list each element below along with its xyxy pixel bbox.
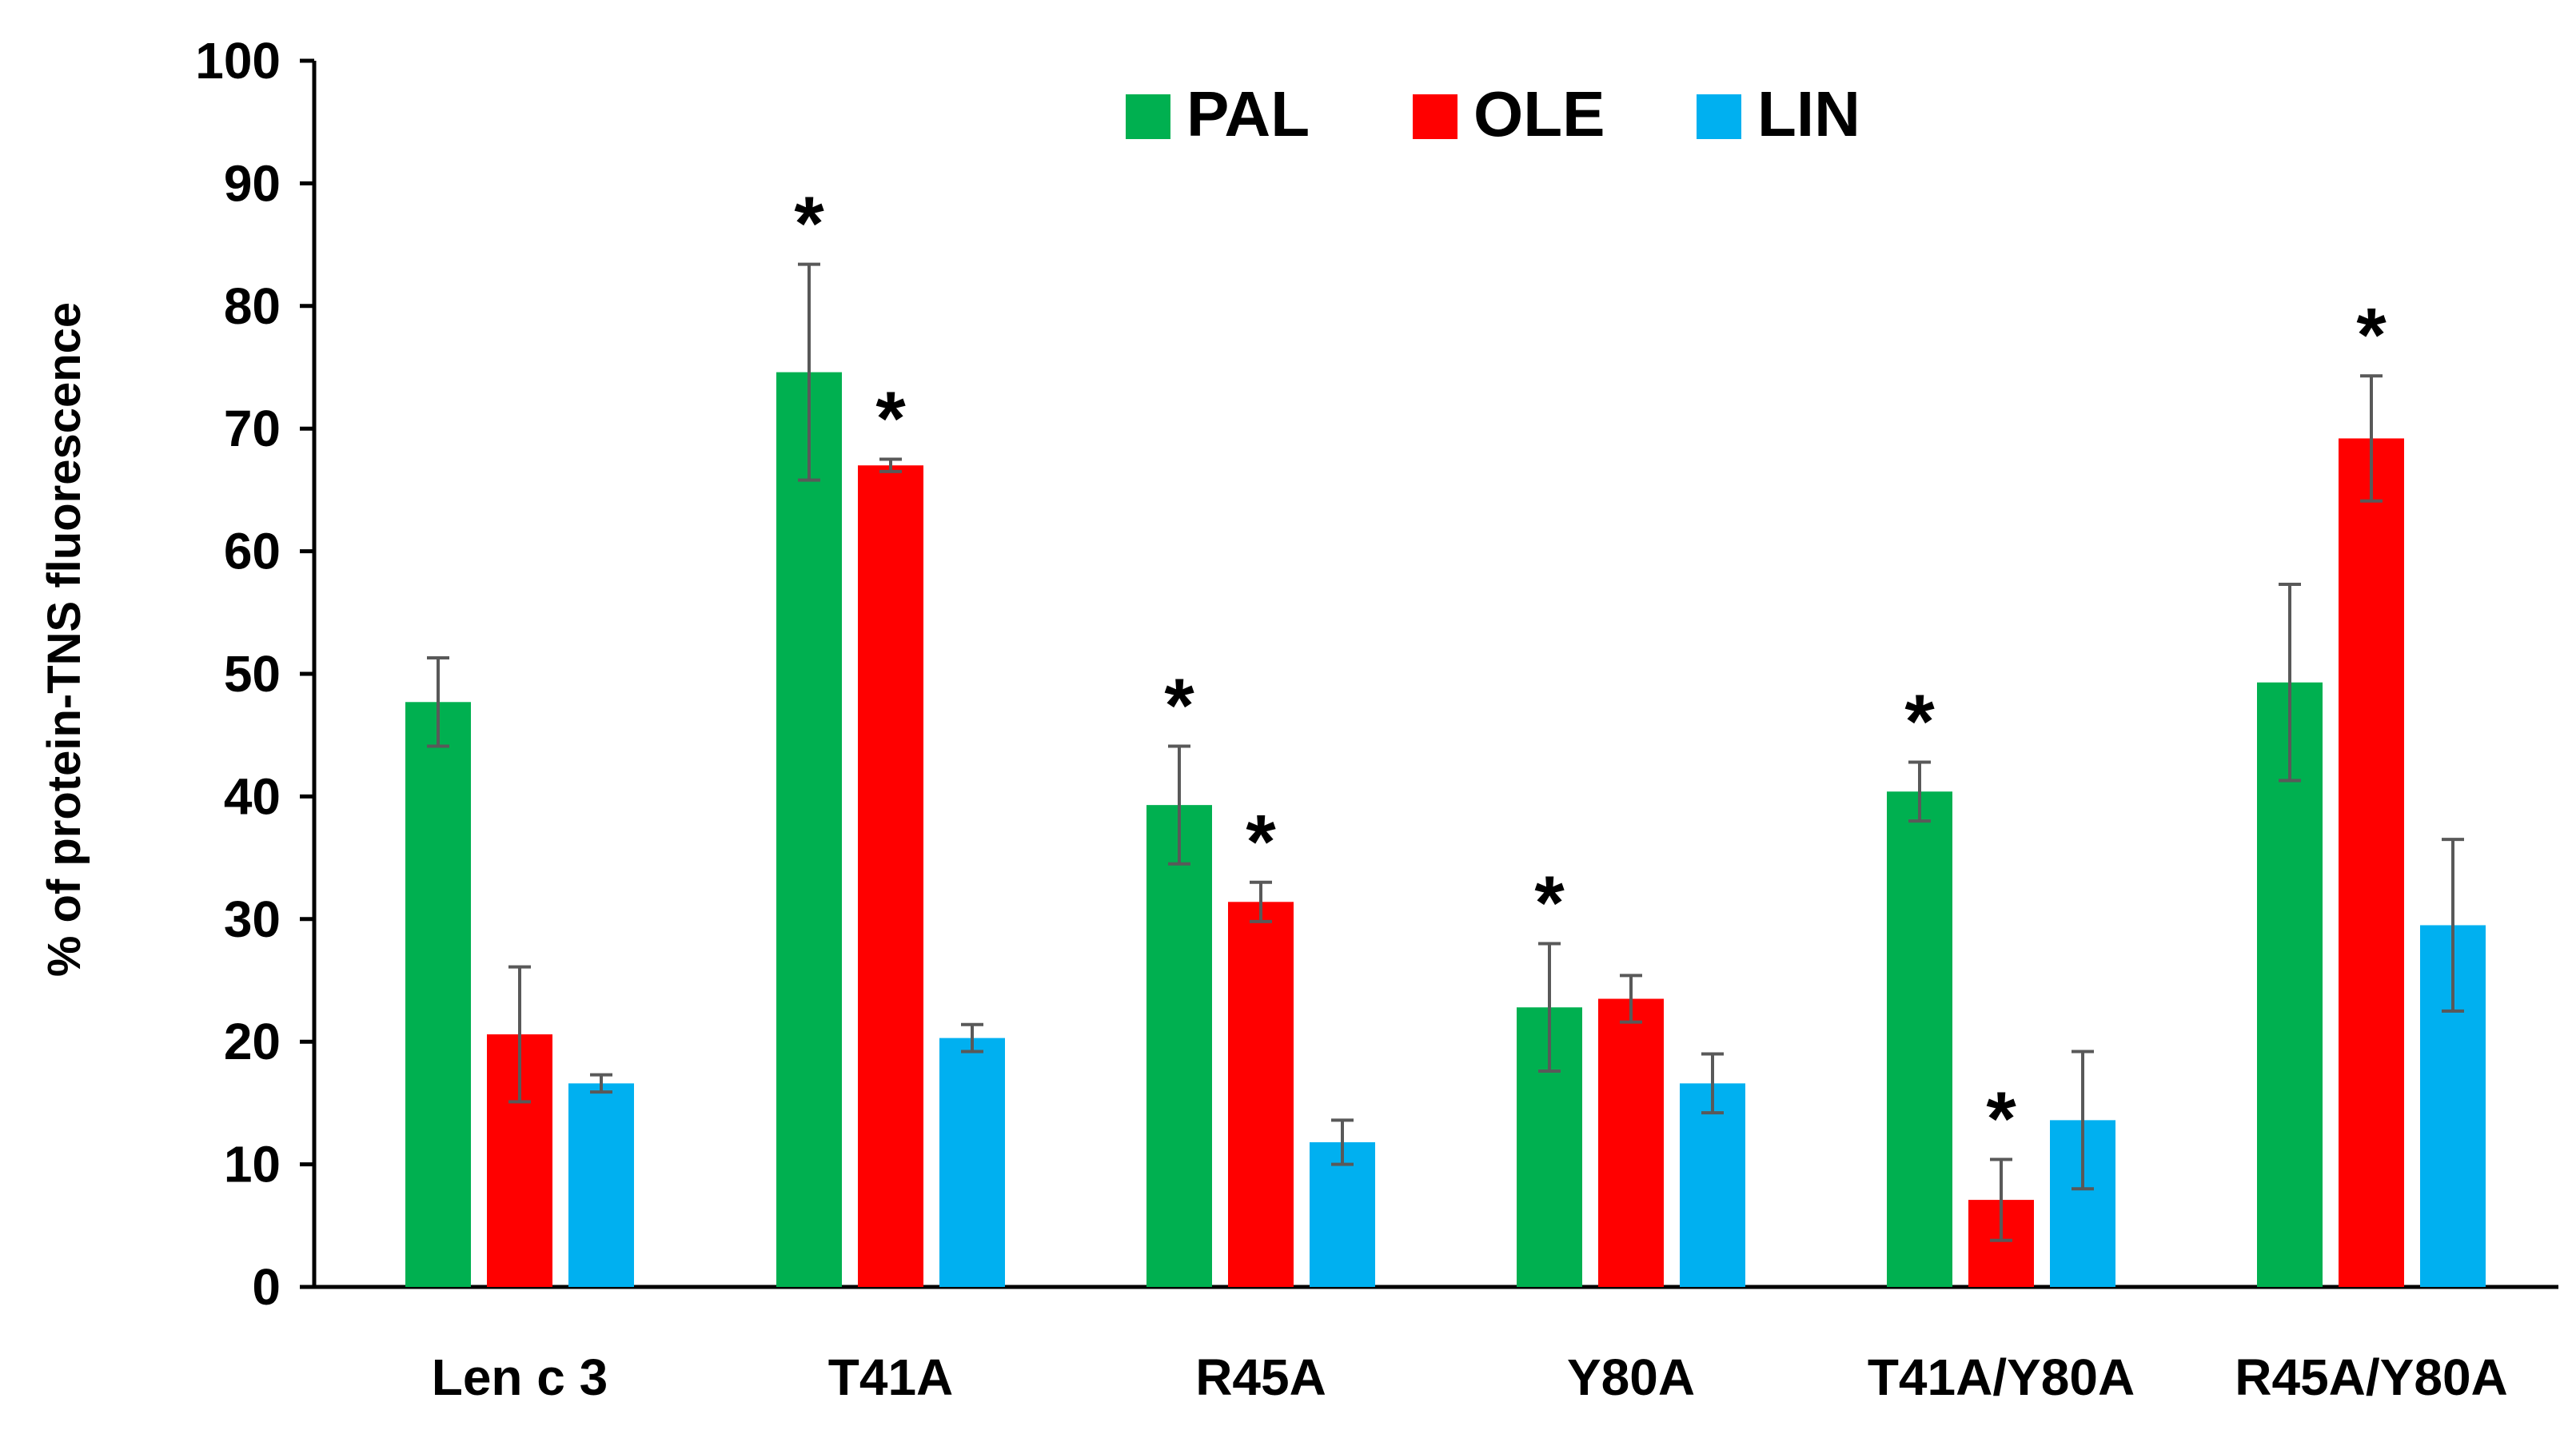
significance-star: *	[875, 376, 906, 462]
bar	[1680, 1083, 1745, 1287]
legend-swatch	[1126, 94, 1170, 139]
bar	[405, 702, 471, 1287]
y-tick-label: 10	[224, 1136, 281, 1193]
y-axis-title: % of protein-TNS fluorescence	[38, 302, 90, 977]
bars	[405, 372, 2486, 1288]
legend-label: LIN	[1757, 78, 1860, 149]
bar	[858, 465, 923, 1287]
y-tick-label: 60	[224, 523, 281, 580]
significance-star: *	[2356, 293, 2387, 378]
error-bars	[427, 262, 2464, 1242]
y-tick-label: 70	[224, 400, 281, 457]
bar	[1598, 998, 1664, 1287]
y-tick-label: 90	[224, 154, 281, 212]
significance-markers: * * * * * * * *	[794, 181, 2387, 1162]
significance-star: *	[1246, 799, 1276, 885]
x-axis: Len c 3 T41A R45A Y80A T41A/Y80A R45A/Y80A	[314, 1285, 2558, 1406]
y-tick-label: 50	[224, 645, 281, 703]
significance-star: *	[1904, 679, 1935, 764]
legend-swatch	[1413, 94, 1457, 139]
legend-swatch	[1697, 94, 1741, 139]
y-axis: 0 10 20 30 40 50 60 70 80 90 100	[195, 32, 317, 1316]
legend-label: PAL	[1186, 78, 1310, 149]
bar	[776, 372, 842, 1287]
x-category-label: Len c 3	[432, 1348, 608, 1406]
bar	[939, 1038, 1005, 1287]
y-tick-label: 0	[252, 1258, 281, 1316]
bar	[2257, 682, 2323, 1287]
x-category-label: R45A/Y80A	[2235, 1348, 2508, 1406]
x-category-label: T41A/Y80A	[1868, 1348, 2135, 1406]
bar	[1228, 902, 1294, 1287]
y-tick-label: 80	[224, 277, 281, 335]
significance-star: *	[1164, 663, 1194, 749]
x-category-label: Y80A	[1567, 1348, 1695, 1406]
y-tick-label: 100	[195, 32, 281, 90]
bar	[2339, 438, 2404, 1288]
bar	[1887, 791, 1952, 1287]
significance-star: *	[794, 181, 824, 267]
bar	[1310, 1141, 1375, 1287]
x-category-label: T41A	[828, 1348, 954, 1406]
y-tick-label: 20	[224, 1013, 281, 1070]
significance-star: *	[1986, 1076, 2016, 1161]
bar	[1146, 805, 1212, 1287]
x-category-label: R45A	[1195, 1348, 1326, 1406]
legend-label: OLE	[1473, 78, 1605, 149]
y-tick-label: 40	[224, 767, 281, 825]
legend: PAL OLE LIN	[1126, 78, 1860, 149]
significance-star: *	[1534, 860, 1565, 946]
y-tick-label: 30	[224, 890, 281, 948]
bar	[568, 1083, 634, 1287]
